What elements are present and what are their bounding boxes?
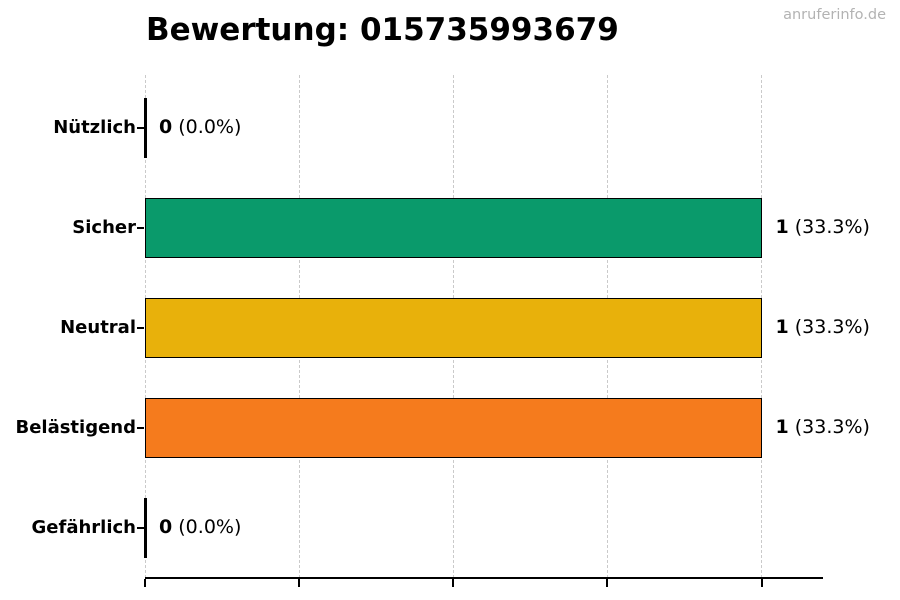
value-percent: (33.3%) <box>788 215 870 238</box>
bar-sicher <box>145 197 762 258</box>
bar-gefährlich <box>144 497 147 558</box>
x-axis-line <box>145 577 823 579</box>
chart-title: Bewertung: 015735993679 <box>146 12 619 48</box>
value-label: 1 (33.3%) <box>776 216 870 238</box>
value-label: 1 (33.3%) <box>776 316 870 338</box>
value-label: 0 (0.0%) <box>159 516 241 538</box>
x-axis-tick <box>298 579 301 587</box>
category-label: Gefährlich <box>31 516 136 538</box>
y-axis-tick <box>137 126 144 129</box>
value-percent: (0.0%) <box>172 515 242 538</box>
category-label: Sicher <box>72 216 136 238</box>
value-label: 1 (33.3%) <box>776 416 870 438</box>
category-label: Belästigend <box>15 416 136 438</box>
y-axis-tick <box>137 426 144 429</box>
y-axis-tick <box>137 326 144 329</box>
y-axis-tick <box>137 526 144 529</box>
value-count: 1 <box>775 215 789 238</box>
x-axis-tick <box>606 579 609 587</box>
x-axis-tick <box>144 579 146 587</box>
value-percent: (33.3%) <box>788 315 870 338</box>
x-axis-tick <box>760 579 763 587</box>
value-count: 1 <box>775 315 789 338</box>
value-percent: (33.3%) <box>788 415 870 438</box>
category-label: Neutral <box>60 316 136 338</box>
bar-neutral <box>145 297 762 358</box>
watermark-text: anruferinfo.de <box>783 7 886 23</box>
value-label: 0 (0.0%) <box>159 116 241 138</box>
value-count: 1 <box>775 415 789 438</box>
value-count: 0 <box>159 115 173 138</box>
bar-belästigend <box>145 397 762 458</box>
y-axis-tick <box>137 226 144 229</box>
x-gridline <box>761 75 762 578</box>
value-count: 0 <box>159 515 173 538</box>
value-percent: (0.0%) <box>172 115 242 138</box>
category-label: Nützlich <box>53 116 136 138</box>
bar-nützlich <box>144 97 147 158</box>
x-axis-tick <box>452 579 455 587</box>
